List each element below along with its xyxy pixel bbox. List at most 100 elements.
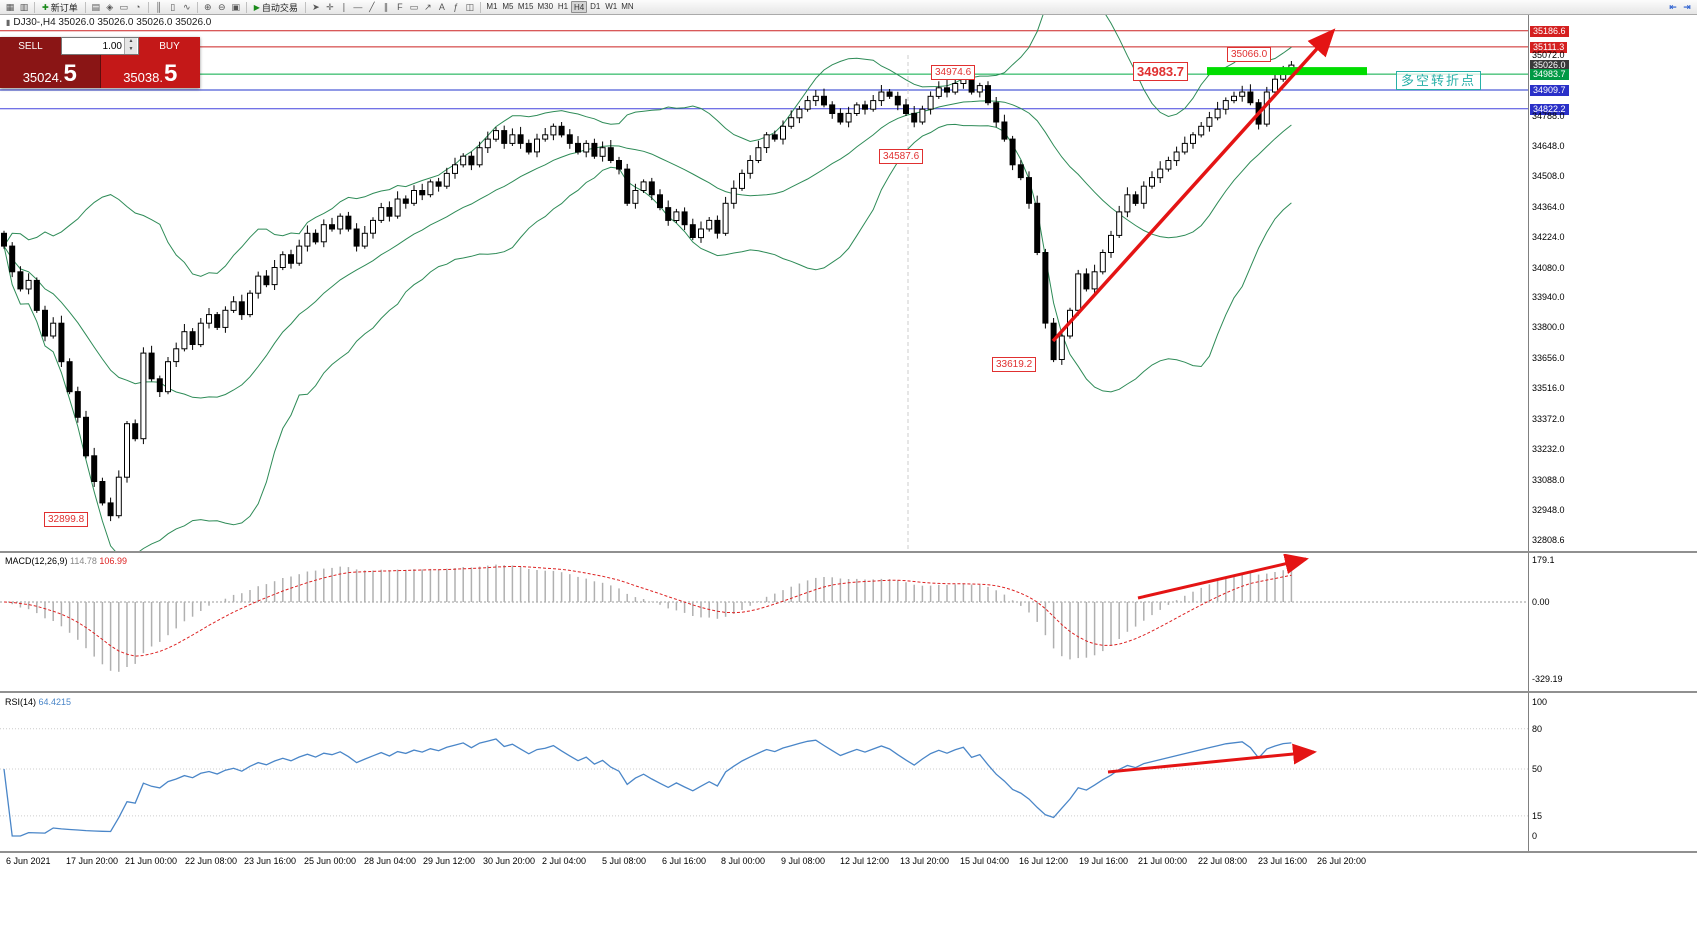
time-axis-label: 15 Jul 04:00 (960, 856, 1010, 866)
time-axis-label: 26 Jul 20:00 (1317, 856, 1367, 866)
price-axis-tick: 33940.0 (1532, 292, 1565, 302)
macd-axis-label: -329.19 (1532, 674, 1563, 684)
timeframe-h4[interactable]: H4 (571, 1, 588, 13)
zoom-out-icon[interactable]: ⊖ (217, 1, 226, 12)
sell-price[interactable]: 35024. 5 (0, 55, 101, 88)
terminal-icon[interactable]: ▭ (119, 1, 128, 12)
macd-trend-arrow[interactable] (1137, 554, 1309, 600)
macd-panel-chart[interactable] (0, 554, 1528, 692)
price-axis-tick: 34788.0 (1532, 111, 1565, 121)
price-axis-tick: 33232.0 (1532, 444, 1565, 454)
cycle-lines-icon[interactable]: ◫ (465, 1, 475, 12)
one-click-trading-panel: SELL ▲ ▼ BUY 35024.5 35038.5 (0, 37, 200, 88)
price-annotation[interactable]: 34587.6 (879, 149, 924, 164)
timeframe-m30[interactable]: M30 (537, 2, 554, 11)
fibonacci-icon[interactable]: F (397, 2, 403, 12)
time-axis-label: 13 Jul 20:00 (900, 856, 950, 866)
sell-button[interactable]: SELL (0, 37, 61, 55)
auto-scroll-icon[interactable]: ⇤ (1669, 1, 1677, 12)
price-axis-tick: 34364.0 (1532, 202, 1565, 212)
timeframe-mn[interactable]: MN (621, 2, 634, 11)
toolbar-separator (196, 1, 198, 13)
price-axis-badge: 35026.0 (1530, 60, 1569, 71)
macd-value: 114.78 (70, 556, 97, 566)
volume-input[interactable] (62, 38, 124, 54)
price-axis-tick: 33516.0 (1532, 383, 1565, 393)
price-axis[interactable]: 35186.6 35111.3 35072.0 35026.0 34983.7 34909… (1528, 15, 1697, 868)
channel-icon[interactable]: ∥ (383, 1, 389, 12)
macd-signal-value: 106.99 (99, 556, 127, 566)
rsi-axis-label: 0 (1532, 831, 1538, 841)
price-axis-tick: 32808.6 (1532, 535, 1565, 545)
strategy-tester-icon[interactable]: ◔ (135, 2, 141, 12)
rsi-line (3, 738, 1292, 837)
turning-point-label[interactable]: 多空转折点 (1396, 71, 1482, 90)
timeframe-m15[interactable]: M15 (517, 2, 534, 11)
price-annotation[interactable]: 35066.0 (1227, 47, 1272, 62)
rsi-trend-arrow[interactable] (1107, 743, 1317, 774)
text-label-icon[interactable]: A (438, 2, 445, 12)
price-annotation[interactable]: 34974.6 (931, 65, 976, 80)
price-annotation[interactable]: 32899.8 (44, 512, 89, 527)
timeframe-d1[interactable]: D1 (590, 2, 601, 11)
time-axis-label: 19 Jul 16:00 (1079, 856, 1129, 866)
bollinger-lower-band (3, 123, 1292, 552)
bollinger-bands (3, 15, 1292, 552)
horizontal-line-icon[interactable]: — (353, 2, 363, 12)
timeframe-m5[interactable]: M5 (502, 2, 514, 11)
indicators-icon[interactable]: ƒ (453, 2, 459, 12)
macd-axis-label: 179.1 (1532, 555, 1555, 565)
crosshair-icon[interactable]: ✛ (326, 1, 334, 12)
volume-control: ▲ ▼ (61, 37, 139, 55)
timeframe-h1[interactable]: H1 (557, 2, 569, 11)
time-axis[interactable]: 6 Jun 2021 17 Jun 20:00 21 Jun 00:00 22 Jun… (0, 853, 1697, 869)
price-axis-badge: 34822.2 (1530, 104, 1569, 115)
timeframe-m1[interactable]: M1 (486, 2, 498, 11)
buy-price[interactable]: 35038. 5 (100, 55, 200, 88)
navigator-icon[interactable]: ◈ (106, 1, 114, 12)
line-chart-icon[interactable]: ∿ (182, 1, 191, 12)
timeframe-w1[interactable]: W1 (605, 2, 618, 11)
volume-decrease-button[interactable]: ▼ (125, 46, 137, 54)
trend-arrow[interactable] (1051, 28, 1336, 343)
price-axis-tick: 33800.0 (1532, 322, 1565, 332)
new-chart-icon[interactable]: ▦ (5, 1, 15, 12)
candlestick-chart-icon[interactable]: ▯ (170, 1, 176, 12)
chart-title-icon: ▮ (6, 18, 11, 27)
chart-shift-icon[interactable]: ⇥ (1683, 1, 1691, 12)
rsi-axis-label: 50 (1532, 764, 1543, 774)
panel-divider[interactable] (0, 851, 1697, 853)
new-order-button[interactable]: ✚ 新订单 (38, 1, 82, 14)
shapes-icon[interactable]: ▭ (409, 1, 419, 12)
macd-histogram (11, 564, 1293, 672)
auto-trading-button[interactable]: ▶ 自动交易 (250, 1, 302, 14)
chart-title-text: DJ30-,H4 35026.0 35026.0 35026.0 35026.0 (13, 17, 212, 28)
panel-divider[interactable] (0, 691, 1697, 693)
zoom-in-icon[interactable]: ⊕ (203, 1, 212, 12)
rsi-name: RSI(14) (5, 697, 37, 707)
trendline-icon[interactable]: ╱ (369, 1, 375, 12)
highlight-level-bar[interactable] (1207, 67, 1367, 76)
new-order-icon: ✚ (42, 2, 49, 12)
main-chart[interactable] (0, 15, 1528, 552)
time-axis-label: 2 Jul 04:00 (542, 856, 587, 866)
chart-profiles-icon[interactable]: ▥ (19, 1, 29, 12)
price-annotation[interactable]: 34983.7 (1133, 62, 1188, 81)
volume-increase-button[interactable]: ▲ (125, 38, 137, 46)
bollinger-middle-band (3, 100, 1292, 399)
bar-chart-icon[interactable]: ║ (155, 2, 162, 12)
price-axis-badge: 35186.6 (1530, 26, 1569, 37)
market-watch-icon[interactable]: ▤ (91, 1, 100, 12)
price-annotation[interactable]: 33619.2 (992, 357, 1037, 372)
vertical-line-icon[interactable]: ❘ (340, 1, 348, 12)
rsi-label: RSI(14) 64.4215 (5, 697, 71, 707)
price-axis-tick: 33656.0 (1532, 353, 1565, 363)
tile-windows-icon[interactable]: ▣ (231, 1, 240, 12)
price-axis-tick: 34080.0 (1532, 263, 1565, 273)
time-axis-label: 9 Jul 08:00 (781, 856, 826, 866)
panel-divider[interactable] (0, 551, 1697, 553)
cursor-icon[interactable]: ➤ (312, 1, 320, 12)
buy-button[interactable]: BUY (139, 37, 200, 55)
arrows-icon[interactable]: ↗ (424, 1, 432, 12)
rsi-panel-chart[interactable] (0, 694, 1528, 852)
